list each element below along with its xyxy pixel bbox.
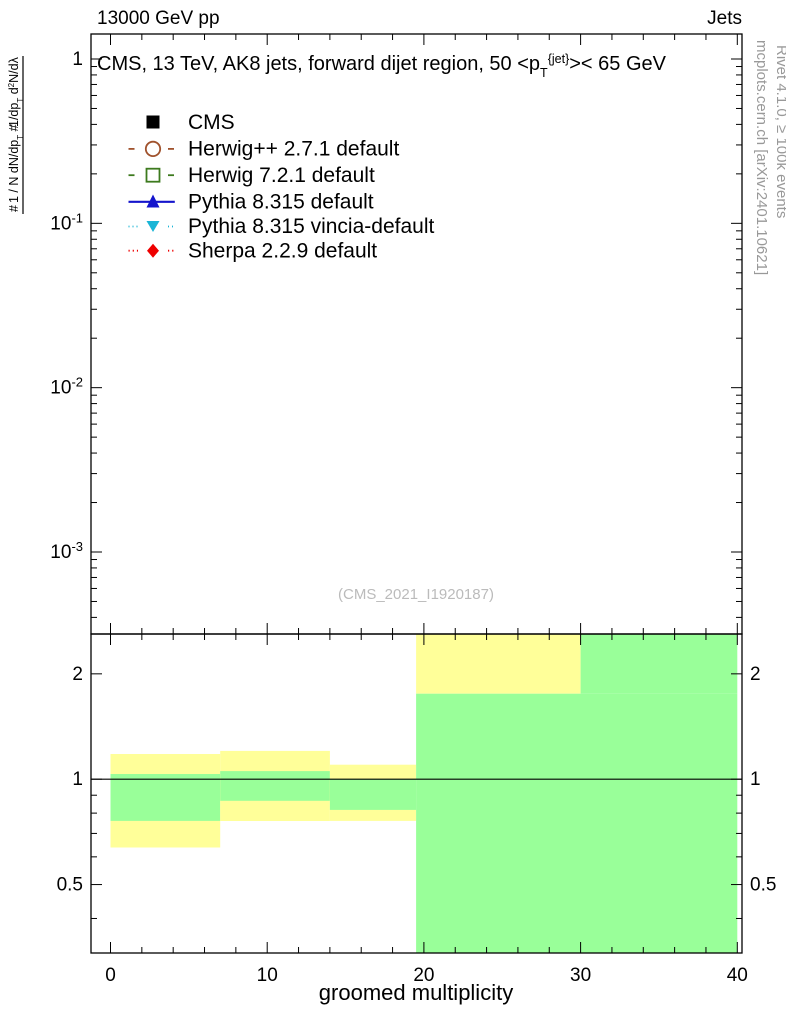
svg-text:groomed multiplicity: groomed multiplicity xyxy=(319,980,513,1005)
svg-text:Sherpa 2.2.9 default: Sherpa 2.2.9 default xyxy=(188,239,377,262)
svg-text:40: 40 xyxy=(727,965,748,986)
svg-text:#: # xyxy=(7,205,21,212)
svg-text:Jets: Jets xyxy=(707,8,742,29)
svg-text:Pythia 8.315 default: Pythia 8.315 default xyxy=(188,190,374,213)
svg-text:(CMS_2021_I1920187): (CMS_2021_I1920187) xyxy=(338,586,494,603)
svg-text:0.5: 0.5 xyxy=(750,875,776,896)
svg-text:2: 2 xyxy=(72,664,83,685)
svg-text:Herwig 7.2.1 default: Herwig 7.2.1 default xyxy=(188,164,375,187)
svg-text:1: 1 xyxy=(72,49,83,70)
svg-text:10: 10 xyxy=(257,965,278,986)
svg-text:Rivet 4.1.0, ≥ 100k events: Rivet 4.1.0, ≥ 100k events xyxy=(773,45,786,218)
svg-text:30: 30 xyxy=(570,965,591,986)
svg-text:mcplots.cern.ch [arXiv:2401.10: mcplots.cern.ch [arXiv:2401.10621] xyxy=(753,40,770,275)
svg-text:0: 0 xyxy=(105,965,116,986)
svg-text:2: 2 xyxy=(750,664,761,685)
svg-text:1: 1 xyxy=(72,769,83,790)
svg-text:Herwig++ 2.7.1 default: Herwig++ 2.7.1 default xyxy=(188,138,399,161)
svg-text:13000 GeV pp: 13000 GeV pp xyxy=(97,8,220,29)
svg-text:CMS: CMS xyxy=(188,111,235,134)
svg-text:0.5: 0.5 xyxy=(57,875,83,896)
svg-text:1: 1 xyxy=(750,769,761,790)
svg-text:Pythia 8.315 vincia-default: Pythia 8.315 vincia-default xyxy=(188,215,434,238)
